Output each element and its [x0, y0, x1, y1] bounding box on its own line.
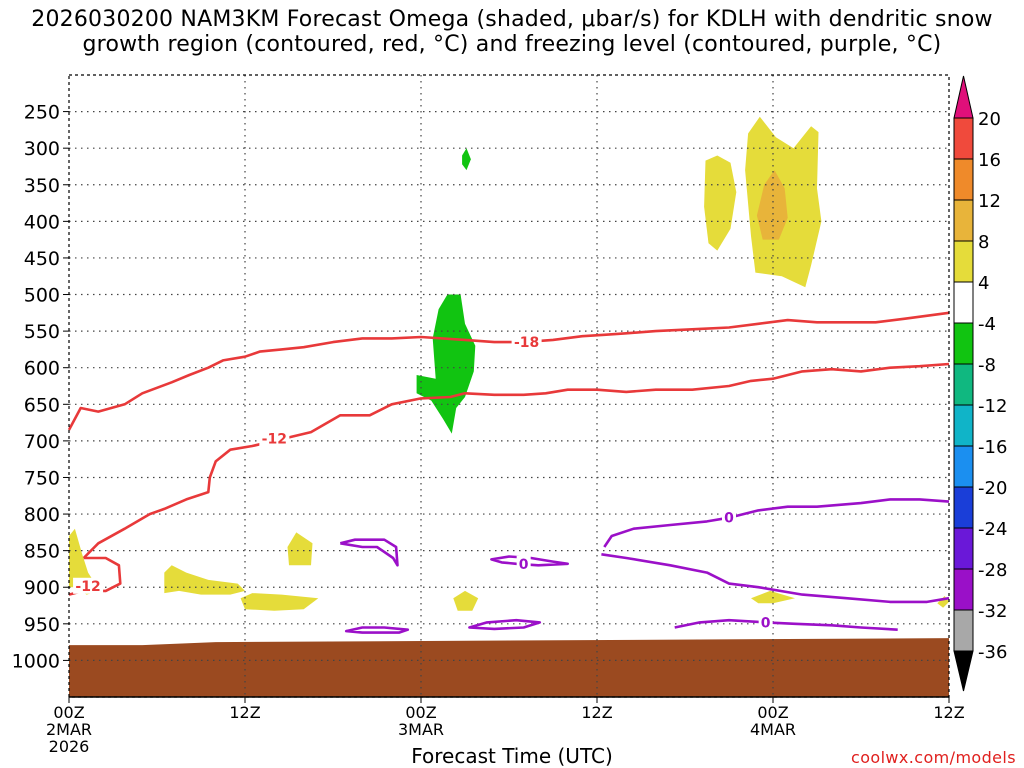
xtick-label-5: 12Z [933, 703, 965, 722]
colorbar-label-12: 12 [978, 191, 1001, 212]
colorbar-label-8: 8 [978, 232, 989, 253]
colorbar-label-16: 16 [978, 150, 1001, 171]
freezing-contour-zero-mid [490, 555, 569, 567]
colorbar-label--28: -28 [978, 560, 1007, 581]
ytick-label-950: 950 [24, 614, 60, 636]
colorbar-label--32: -32 [978, 601, 1007, 622]
colorbar-label-4: 4 [978, 273, 989, 294]
colorbar-swatch--28 [953, 527, 974, 570]
chart-title-line-2: growth region (contoured, red, °C) and f… [82, 32, 942, 57]
colorbar-label--36: -36 [978, 642, 1007, 663]
freezing-contour-zero-mid-label-bg [516, 555, 531, 572]
colorbar-label--12: -12 [978, 396, 1007, 417]
descent-mid-green [416, 294, 476, 434]
colorbar-swatch--12 [953, 363, 974, 406]
freezing-contour-zero-long [603, 498, 950, 548]
xtick-label-4: 00Z 4MAR [749, 703, 797, 739]
ascent-low-yellow-d [287, 532, 313, 566]
xtick-label-1: 12Z [229, 703, 261, 722]
ytick-label-850: 850 [24, 541, 60, 563]
freezing-contour-zero-low-a [344, 626, 410, 634]
ytick-label-1000: 1000 [12, 650, 60, 672]
ytick-label-800: 800 [24, 504, 60, 526]
colorbar-swatch--8 [953, 322, 974, 365]
ascent-low-yellow-c [240, 593, 319, 611]
ascent-low-yellow-b [164, 565, 245, 595]
ascent-upper-orange [756, 170, 788, 240]
xtick-label-2: 00Z 3MAR [397, 703, 445, 739]
ytick-label-600: 600 [24, 358, 60, 380]
ground-surface [69, 638, 949, 697]
ytick-label-900: 900 [24, 577, 60, 599]
ytick-label-650: 650 [24, 394, 60, 416]
x-axis-title: Forecast Time (UTC) [411, 744, 613, 768]
ytick-label-300: 300 [24, 138, 60, 160]
colorbar-bottom-arrow [953, 650, 974, 692]
chart-title-line-1: 2026030200 NAM3KM Forecast Omega (shaded… [31, 7, 993, 32]
colorbar-swatch--16 [953, 404, 974, 447]
freezing-contour-zero-upper [339, 538, 399, 567]
freezing-contour-zero-long-label: 0 [724, 511, 734, 527]
colorbar-swatch--4 [953, 281, 974, 324]
colorbar-label--8: -8 [978, 355, 996, 376]
ytick-label-550: 550 [24, 321, 60, 343]
dgz-contour-minus12-b-label-bg [73, 577, 104, 594]
ytick-label-500: 500 [24, 285, 60, 307]
colorbar-top-arrow [953, 75, 974, 119]
freezing-contour-zero-low-b [468, 618, 542, 631]
dgz-contour-minus12-a-label: -12 [262, 432, 287, 448]
ytick-label-450: 450 [24, 248, 60, 270]
dgz-contour-minus18-label: -18 [514, 335, 539, 351]
colorbar-label-20: 20 [978, 109, 1001, 130]
ytick-label-700: 700 [24, 431, 60, 453]
ytick-label-250: 250 [24, 102, 60, 124]
ascent-low-yellow-e [453, 590, 479, 611]
colorbar-label--16: -16 [978, 437, 1007, 458]
colorbar-swatch--20 [953, 445, 974, 488]
colorbar-swatch-4 [953, 240, 974, 283]
colorbar-swatch-16 [953, 117, 974, 160]
credit-text[interactable]: coolwx.com/models [851, 748, 1016, 767]
ytick-label-400: 400 [24, 211, 60, 233]
ascent-upper-yellow-a [704, 155, 737, 251]
freezing-contour-zero-mid-label: 0 [519, 557, 529, 573]
dgz-contour-minus12-a [82, 362, 950, 559]
colorbar-swatch--36 [953, 609, 974, 652]
freezing-contour-zero-left [601, 553, 950, 604]
xtick-label-0: 00Z 2MAR 2026 [45, 703, 93, 756]
freezing-contour-zero-long-label-bg [722, 509, 736, 526]
dgz-contour-minus18-label-bg [511, 334, 542, 351]
ytick-label-750: 750 [24, 467, 60, 489]
freezing-contour-zero-low-c-label-bg [758, 614, 773, 631]
colorbar-swatch--32 [953, 568, 974, 611]
plot-frame [68, 74, 950, 698]
xtick-label-3: 12Z [581, 703, 613, 722]
freezing-contour-zero-low-c [674, 618, 898, 631]
descent-upper-green [462, 148, 471, 171]
colorbar-swatch--24 [953, 486, 974, 529]
colorbar-label--20: -20 [978, 478, 1007, 499]
colorbar-label--24: -24 [978, 519, 1007, 540]
colorbar-swatch-12 [953, 158, 974, 201]
dgz-contour-minus12-b-label: -12 [75, 579, 100, 595]
colorbar-label--4: -4 [978, 314, 996, 335]
dgz-contour-minus12-a-label-bg [259, 430, 290, 447]
dgz-contour-minus18 [67, 311, 950, 431]
colorbar-swatch-8 [953, 199, 974, 242]
freezing-contour-zero-low-c-label: 0 [761, 615, 771, 631]
ytick-label-350: 350 [24, 175, 60, 197]
